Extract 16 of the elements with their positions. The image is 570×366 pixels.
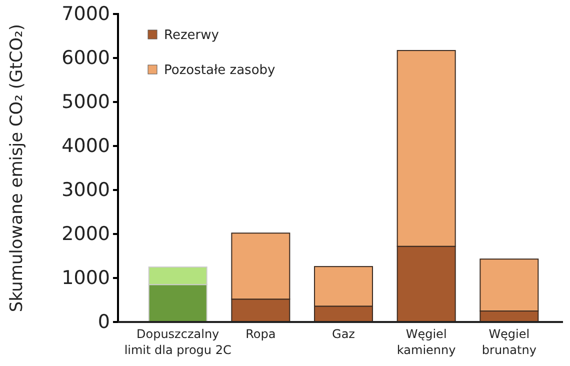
- y-tick-label: 1000: [62, 267, 110, 290]
- x-tick-label: Gaz: [332, 327, 355, 341]
- y-tick-label: 4000: [62, 135, 110, 158]
- y-tick-label: 0: [98, 311, 110, 334]
- legend-label: Pozostałe zasoby: [164, 63, 276, 78]
- y-tick-label: 7000: [62, 3, 110, 26]
- y-tick-label: 3000: [62, 179, 110, 202]
- x-tick-label: Węgiel kamienny: [396, 327, 456, 357]
- x-tick-label: Ropa: [246, 327, 276, 341]
- x-tick-label: Dopuszczalny limit dla progu 2C: [124, 327, 232, 357]
- y-axis-title: Skumulowane emisje CO₂ (GtCO₂): [7, 24, 27, 312]
- y-tick-label: 2000: [62, 223, 110, 246]
- x-tick-label: Węgiel brunatny: [482, 327, 536, 357]
- y-tick-label: 6000: [62, 47, 110, 70]
- legend-label: Rezerwy: [164, 28, 220, 43]
- y-tick-label: 5000: [62, 91, 110, 114]
